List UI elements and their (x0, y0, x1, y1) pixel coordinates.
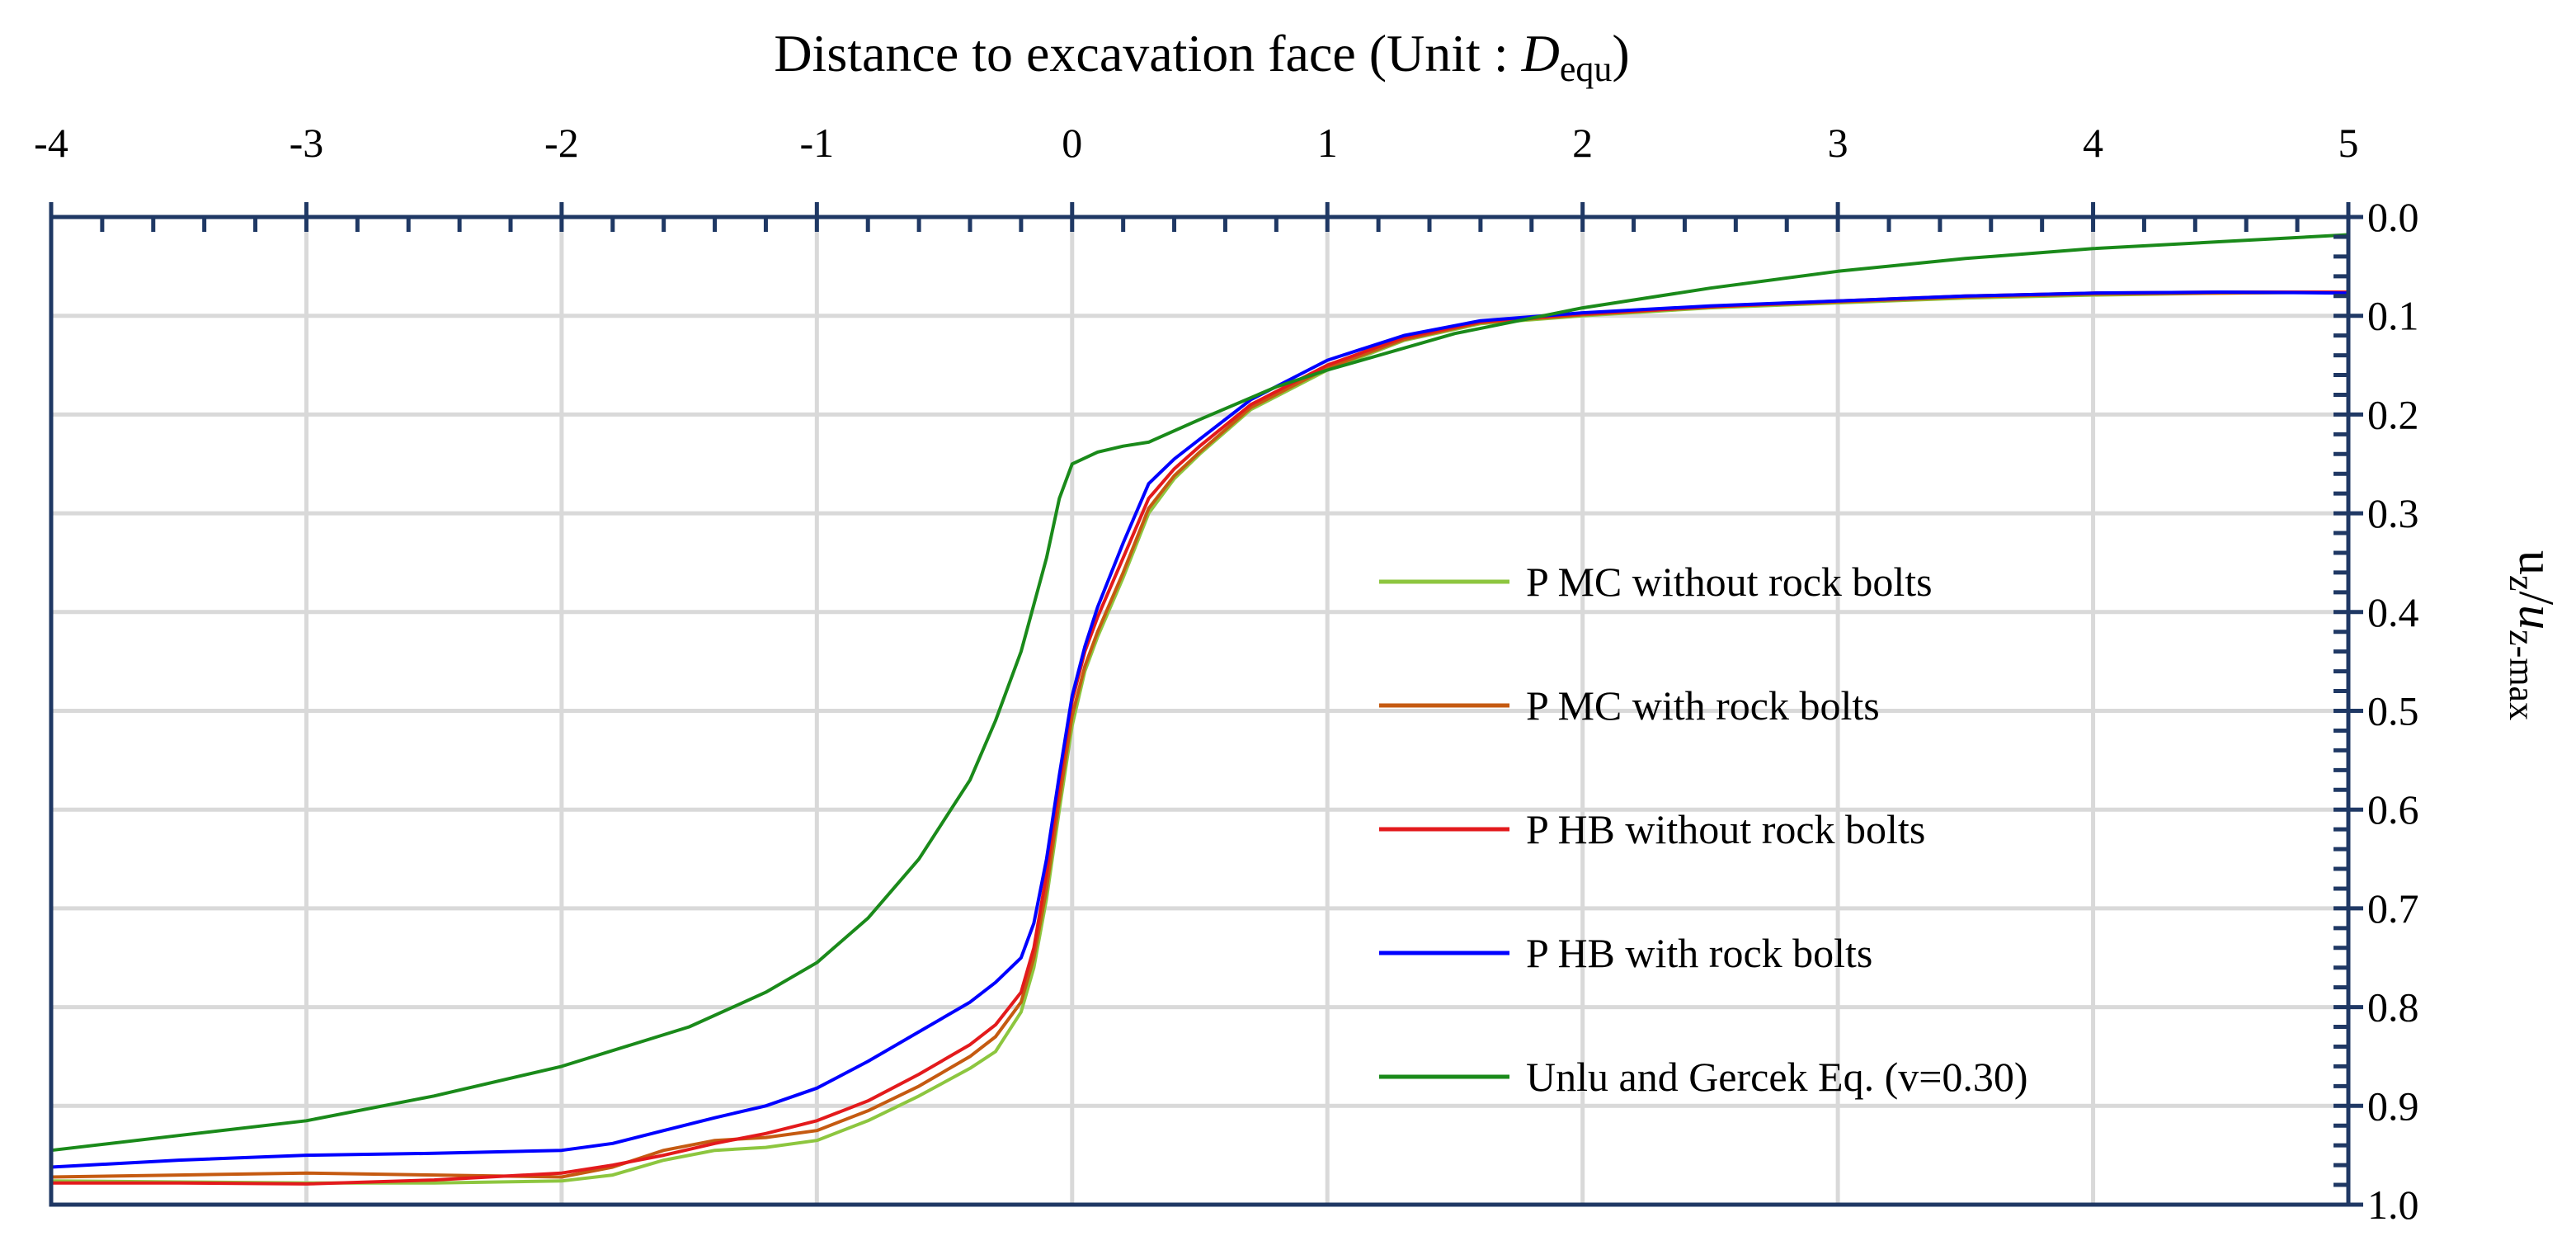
y-axis-label: uz/uz-max (2502, 550, 2564, 720)
legend-label-5: Unlu and Gercek Eq. (v=0.30) (1526, 1054, 2028, 1100)
x-tick-label: 4 (2083, 120, 2103, 166)
y-tick-label: 0.8 (2367, 984, 2419, 1031)
series-line-2 (50, 290, 2349, 1179)
grid (51, 217, 2348, 1205)
series-line-3 (51, 290, 2348, 1186)
series-line-4 (50, 290, 2349, 1169)
x-tick-label: -1 (800, 120, 835, 166)
y-tick-label: 0.3 (2367, 490, 2419, 536)
y-tick-label: 0.4 (2367, 589, 2419, 635)
y-tick-label: 0.9 (2367, 1083, 2419, 1129)
legend-label-3: P HB without rock bolts (1526, 806, 1925, 852)
y-tick-label: 0.5 (2367, 688, 2419, 734)
y-tick-label: 0.1 (2367, 293, 2419, 339)
y-tick-label: 0.7 (2367, 885, 2419, 932)
x-tick-label: -3 (290, 120, 324, 166)
x-tick-label: 1 (1317, 120, 1338, 166)
svg-text:uz/uz-max: uz/uz-max (2502, 550, 2564, 720)
x-tick-label: 3 (1828, 120, 1848, 166)
legend-label-4: P HB with rock bolts (1526, 930, 1872, 976)
y-tick-label: 1.0 (2367, 1182, 2419, 1228)
x-tick-label: -4 (34, 120, 68, 166)
y-tick-label: 0.2 (2367, 391, 2419, 437)
y-tick-label: 0.0 (2367, 194, 2419, 240)
series-lines (50, 233, 2349, 1186)
series-line-5 (50, 233, 2349, 1153)
y-tick-label: 0.6 (2367, 786, 2419, 833)
legend: P MC without rock bolts P MC with rock bo… (1379, 559, 2028, 1100)
minor-ticks (100, 217, 2348, 1187)
x-axis-ticks: -4 -3 -2 -1 0 1 2 3 4 5 (34, 120, 2359, 232)
legend-label-2: P MC with rock bolts (1526, 682, 1880, 729)
legend-label-1: P MC without rock bolts (1526, 559, 1933, 605)
x-tick-label: 5 (2338, 120, 2359, 166)
chart-title: Distance to excavation face (Unit : Dequ… (774, 24, 1629, 89)
x-tick-label: 0 (1062, 120, 1082, 166)
x-tick-label: -2 (544, 120, 579, 166)
y-axis-ticks: 0.0 0.1 0.2 0.3 0.4 0.5 0.6 0.7 0.8 0.9 1.0 (2333, 194, 2419, 1228)
x-tick-label: 2 (1572, 120, 1593, 166)
series-line-1 (50, 290, 2349, 1185)
